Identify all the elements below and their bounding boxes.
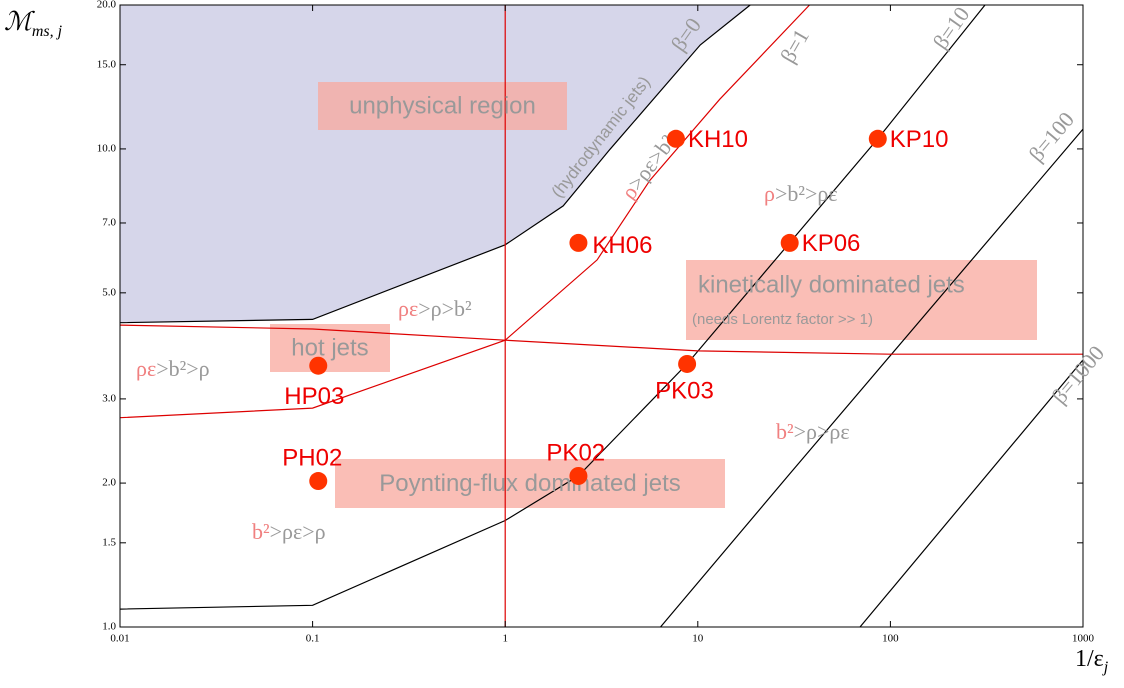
point-label: PK03 (655, 377, 714, 404)
curve (119, 4, 751, 324)
x-tick-label: 1000 (1072, 633, 1095, 645)
data-point (569, 466, 588, 485)
box-label: unphysical region (349, 92, 536, 119)
curve (859, 359, 1084, 628)
region-lead: ρ (764, 181, 775, 206)
box-note: (needs Lorentz factor >> 1) (692, 311, 873, 328)
region-rest: >ρε>ρ (270, 519, 326, 544)
data-point (780, 233, 799, 252)
x-axis-subscript: j (1102, 659, 1109, 676)
curve-label: β=1 (775, 25, 814, 67)
region-lead: ρε (398, 296, 418, 321)
region-rest: >ρ>ρε (794, 419, 850, 444)
curve-label: β=1000 (1047, 341, 1110, 409)
point-label: HP03 (284, 383, 344, 410)
unphysical-area (120, 5, 751, 323)
data-point (309, 356, 328, 375)
x-tick-label: 0.1 (306, 633, 320, 645)
region-label: b²>ρ>ρε (776, 419, 850, 444)
region-lead: b² (776, 419, 794, 444)
y-axis-subscript: ms, j (32, 23, 63, 40)
y-tick-label: 2.0 (102, 477, 116, 489)
label-box (335, 459, 725, 508)
y-axis-label: ℳms, j (4, 7, 63, 40)
point-label: KH10 (688, 126, 748, 153)
y-tick-label: 20.0 (97, 0, 117, 11)
box-label: kinetically dominated jets (698, 271, 965, 298)
region-lead: b² (252, 519, 270, 544)
curve (660, 128, 1084, 628)
shade-layer (120, 5, 751, 323)
x-tick-label: 1 (502, 633, 508, 645)
point-label: PH02 (282, 444, 342, 471)
curve (119, 4, 810, 419)
y-tick-label: 10.0 (97, 142, 117, 154)
region-rest: >b²>ρε (775, 181, 838, 206)
box-label: hot jets (291, 334, 368, 361)
box-label: Poynting-flux dominated jets (379, 470, 681, 497)
y-tick-label: 1.0 (102, 621, 116, 633)
box-layer (270, 82, 1037, 508)
point-layer: KH10 KP10 KH06 KP06 HP03 PK03 PH02 PK02 (282, 126, 949, 491)
region-label: ρ>b²>ρε (764, 181, 838, 206)
data-point (678, 354, 697, 373)
point-label: KH06 (592, 232, 652, 259)
data-point (666, 129, 685, 148)
x-axis-symbol: 1/ε (1075, 646, 1104, 672)
y-tick-label: 7.0 (102, 217, 116, 229)
x-axis-label: 1/εj (1075, 646, 1109, 676)
y-axis-symbol: ℳ (4, 7, 35, 36)
x-tick-label: 100 (882, 633, 899, 645)
data-point (868, 129, 887, 148)
label-box (686, 260, 1037, 340)
plot-frame (119, 4, 1084, 628)
region-label: b²>ρε>ρ (252, 519, 326, 544)
x-tick-label: 10 (692, 633, 704, 645)
y-tick-label: 5.0 (102, 286, 116, 298)
region-rest: >ρ>b² (418, 296, 472, 321)
region-label: ρε>ρ>b² (398, 296, 472, 321)
y-tick-label: 3.0 (102, 392, 116, 404)
region-rest: >b²>ρ (156, 356, 209, 381)
curve (119, 324, 1083, 355)
region-label: ρε>b²>ρ (136, 356, 210, 381)
point-label: KP10 (890, 126, 949, 153)
point-label: PK02 (546, 439, 605, 466)
y-tick-label: 1.5 (102, 536, 116, 548)
point-label: KP06 (802, 230, 861, 257)
label-box (318, 82, 567, 130)
region-lead: ρε (136, 356, 156, 381)
curve-label: β=100 (1024, 107, 1080, 166)
data-point (309, 472, 328, 491)
y-tick-label: 15.0 (97, 58, 117, 70)
data-point (569, 233, 588, 252)
x-tick-label: 0.01 (110, 633, 129, 645)
